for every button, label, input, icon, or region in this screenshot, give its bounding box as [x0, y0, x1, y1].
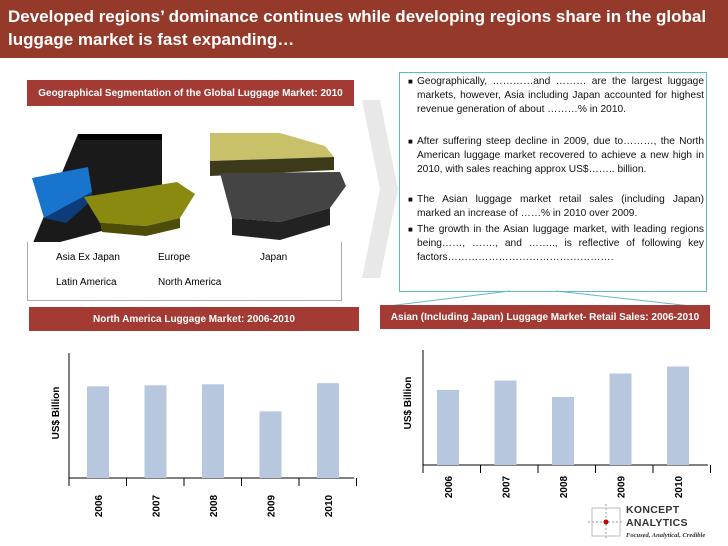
na-y-axis-label: US$ Billion [51, 387, 62, 440]
pie-slice-europe [84, 182, 195, 226]
na-bar-2007 [144, 385, 167, 478]
asia-x-tick-label: 2006 [444, 475, 455, 498]
asia-x-tick-label: 2010 [674, 475, 685, 498]
pie-slice-europe-side [100, 218, 180, 236]
asia-bar-2007 [494, 380, 517, 465]
na-bar-2006 [87, 386, 109, 478]
legend-japan: Japan [260, 252, 288, 263]
legend-north-america: North America [158, 277, 222, 288]
na-x-tick-label: 2006 [94, 494, 105, 517]
asia-bar-2010 [667, 366, 689, 465]
na-x-tick-label: 2007 [152, 494, 163, 517]
asia-x-tick-label: 2007 [502, 475, 513, 498]
key-findings-box: ■ Geographically, …………and ……… are the lar… [399, 72, 707, 292]
asia-bar-chart: US$ Billion 2006 2007 2008 2009 2010 [403, 350, 711, 498]
bullet-item: ■ The growth in the Asian luggage market,… [408, 224, 704, 264]
pie-legend-box: Asia Ex Japan Europe Japan Latin America… [27, 242, 342, 301]
pie-slice-latin-america-side [210, 157, 334, 176]
page-title: Developed regions’ dominance continues w… [8, 7, 707, 49]
asia-bar-2009 [609, 373, 632, 465]
pie-slice-asia-ex-japan-side [44, 192, 92, 223]
legend-asia-ex-japan: Asia Ex Japan [56, 252, 120, 263]
north-america-chart-label: North America Luggage Market: 2006-2010 [29, 307, 359, 331]
pie-slice-japan-side [232, 208, 330, 240]
asia-bar-2006 [437, 389, 459, 465]
asia-x-tick-label: 2008 [559, 475, 570, 498]
na-x-tick-label: 2010 [324, 494, 335, 517]
na-bar-2008 [202, 384, 224, 478]
title-bar [0, 0, 728, 58]
na-x-tick-label: 2009 [267, 494, 278, 517]
asia-x-tick-label: 2009 [617, 475, 628, 498]
asia-bar-2008 [552, 396, 574, 465]
connector-lines [380, 290, 701, 308]
logo-tagline: Focused, Analytical, Credible [626, 532, 706, 539]
bullet-item: ■ Geographically, …………and ……… are the lar… [408, 76, 704, 116]
pie-slice-latin-america [210, 133, 334, 161]
chevron-arrow-icon [362, 100, 398, 278]
pie-slice-north-america-top [78, 134, 162, 140]
koncept-analytics-logo-icon [588, 504, 624, 540]
north-america-bar-chart: US$ Billion 2006 2007 2008 2009 2010 [51, 353, 357, 517]
pie-slice-asia-ex-japan [32, 167, 92, 218]
pie-chart-label: Geographical Segmentation of the Global … [27, 80, 354, 106]
na-x-tick-label: 2008 [209, 494, 220, 517]
logo-name-line1: KONCEPT [626, 504, 680, 516]
bullet-item: ■ After suffering steep decline in 2009, … [408, 136, 704, 176]
asia-y-axis-label: US$ Billion [403, 377, 414, 430]
pie-chart [32, 133, 346, 245]
bullet-item: ■ The Asian luggage market retail sales (… [408, 194, 704, 220]
na-bar-2010 [317, 383, 339, 478]
asia-chart-label: Asian (Including Japan) Luggage Market- … [380, 305, 710, 329]
na-bar-2009 [259, 411, 282, 478]
legend-europe: Europe [158, 252, 191, 263]
legend-latin-america: Latin America [56, 277, 117, 288]
pie-slice-japan [220, 172, 346, 222]
logo-name-line2: ANALYTICS [626, 517, 688, 529]
